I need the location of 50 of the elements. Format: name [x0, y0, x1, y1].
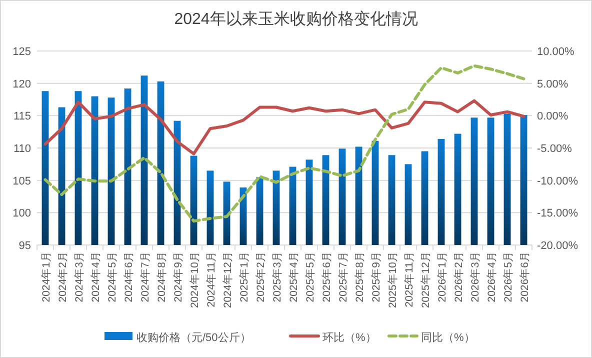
x-tick-label: 2024年2月 — [56, 251, 69, 302]
x-tick-label: 2024年1月 — [40, 251, 52, 302]
x-tick-label: 2026年5月 — [502, 251, 514, 302]
x-tick-label: 2025年1月 — [238, 251, 250, 302]
y-tick-label: 95 — [18, 240, 31, 252]
x-tick-label: 2025年4月 — [288, 251, 300, 302]
y-tick-label: 120 — [12, 78, 31, 90]
y2-tick-label: 5.00% — [537, 78, 568, 90]
y-tick-label: 100 — [12, 208, 31, 220]
x-tick-label: 2024年3月 — [73, 251, 86, 302]
x-tick-label: 2024年4月 — [90, 251, 102, 302]
legend-label: 环比（%） — [322, 331, 376, 344]
x-tick-label: 2025年10月 — [386, 251, 399, 308]
x-tick-label: 2026年4月 — [486, 251, 498, 302]
x-tick-label: 2025年7月 — [337, 251, 350, 302]
legend-label: 同比（%） — [421, 331, 475, 344]
x-tick-label: 2024年12月 — [222, 251, 234, 308]
x-tick-label: 2025年5月 — [304, 251, 316, 302]
x-tick-label: 2025年2月 — [254, 251, 267, 302]
x-tick-label: 2025年6月 — [320, 251, 333, 302]
y2-tick-label: -5.00% — [537, 143, 572, 155]
x-tick-label: 2026年2月 — [452, 251, 465, 302]
x-tick-label: 2024年11月 — [205, 251, 218, 308]
y2-tick-label: -10.00% — [537, 175, 578, 188]
y2-tick-label: -20.00% — [537, 240, 578, 252]
x-tick-label: 2024年6月 — [122, 251, 135, 302]
x-tick-label: 2025年12月 — [420, 251, 432, 308]
x-tick-label: 2025年3月 — [271, 251, 284, 302]
x-tick-label: 2024年10月 — [188, 251, 201, 308]
x-tick-label: 2024年9月 — [172, 251, 184, 302]
x-tick-label: 2024年5月 — [106, 251, 118, 302]
chart-title: 2024年以来玉米收购价格变化情况 — [174, 10, 418, 28]
x-tick-label: 2026年3月 — [469, 251, 482, 302]
y-tick-label: 110 — [13, 143, 31, 155]
line-series — [44, 64, 526, 223]
y-tick-label: 115 — [13, 110, 31, 123]
x-tick-label: 2025年8月 — [354, 251, 366, 302]
x-tick-label: 2026年1月 — [436, 251, 448, 302]
y-tick-label: 105 — [12, 175, 31, 188]
legend-label: 收购价格（元/50公斤） — [136, 331, 251, 344]
y2-tick-label: -15.00% — [537, 208, 578, 220]
y2-tick-label: 0.00% — [537, 110, 568, 123]
y2-tick-label: 10.00% — [537, 46, 575, 58]
line-series — [44, 99, 526, 156]
x-tick-label: 2025年9月 — [370, 251, 382, 302]
y-tick-label: 125 — [12, 46, 31, 58]
x-tick-label: 2024年8月 — [156, 251, 168, 302]
x-tick-label: 2026年6月 — [518, 251, 531, 302]
x-tick-label: 2025年11月 — [403, 251, 416, 308]
x-tick-label: 2024年7月 — [139, 251, 152, 302]
